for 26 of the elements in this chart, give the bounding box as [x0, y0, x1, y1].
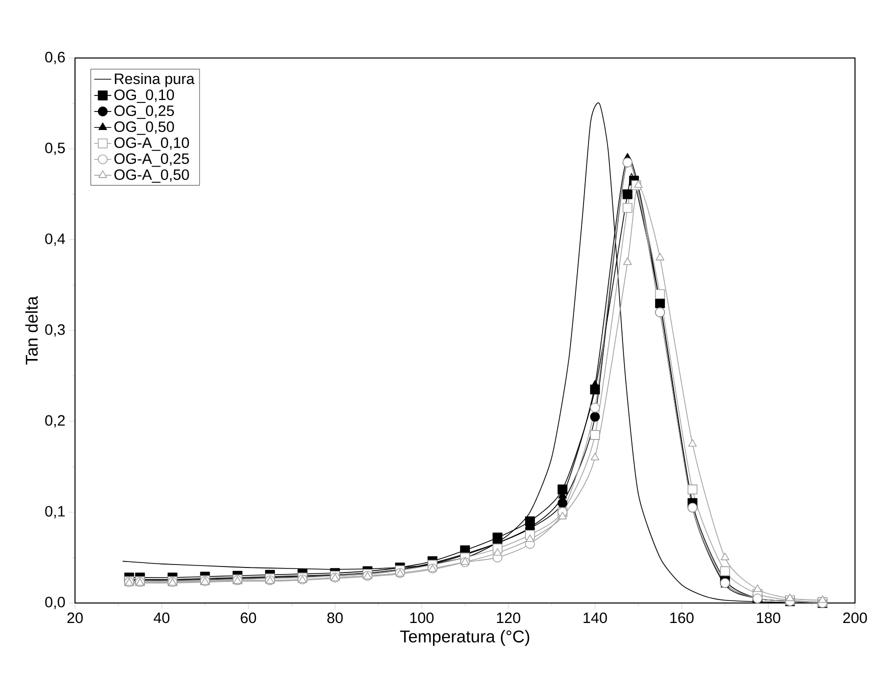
y-axis-title: Tan delta: [25, 296, 38, 365]
x-tick-label: 80: [327, 612, 343, 624]
x-tick-label: 20: [67, 612, 83, 624]
y-tick-label: 0,0: [45, 596, 65, 610]
y-tick-label: 0,5: [45, 142, 65, 156]
x-tick-label: 200: [843, 612, 867, 624]
x-tick-label: 100: [410, 612, 434, 624]
x-axis-title: Temperatura (°C): [400, 630, 530, 646]
y-tick-label: 0,3: [45, 324, 65, 337]
x-tick-label: 160: [670, 612, 694, 624]
x-tick-label: 120: [496, 612, 520, 624]
legend-label: OG-A_0,10: [114, 137, 189, 151]
legend-label: OG-A_0,50: [114, 169, 189, 183]
x-tick-label: 60: [240, 612, 256, 624]
legend-label: OG_0,25: [114, 105, 174, 119]
x-tick-label: 140: [584, 612, 607, 624]
x-tick-label: 180: [756, 612, 780, 624]
legend-label: OG_0,50: [114, 121, 174, 135]
legend-label: Resina pura: [114, 73, 195, 88]
y-tick-label: 0,6: [45, 52, 65, 64]
y-tick-label: 0,1: [45, 506, 65, 518]
x-tick-label: 40: [154, 612, 170, 624]
legend-label: OG_0,10: [114, 89, 174, 103]
legend-label: OG-A_0,25: [114, 153, 189, 167]
y-tick-label: 0,4: [45, 233, 66, 246]
y-tick-label: 0,2: [45, 415, 65, 428]
